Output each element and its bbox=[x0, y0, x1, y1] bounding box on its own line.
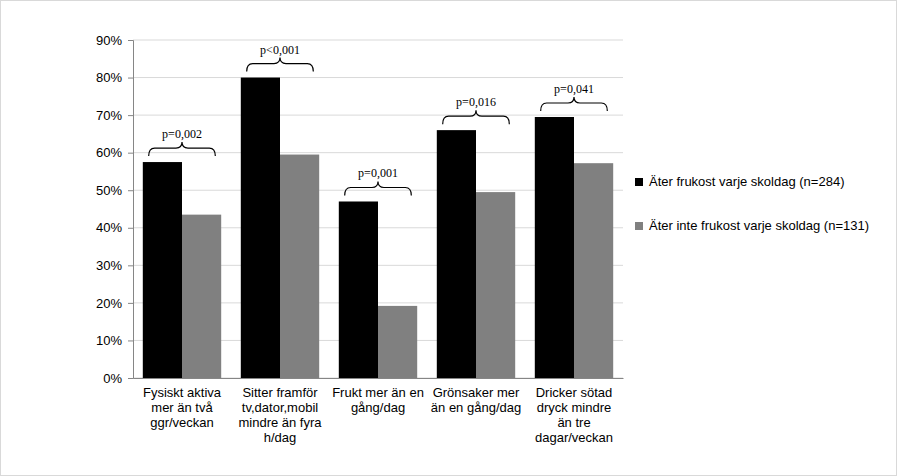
text-line: än en gång/dag bbox=[431, 400, 521, 415]
legend-item: Äter inte frukost varje skoldag (n=131) bbox=[635, 218, 869, 233]
legend-swatch bbox=[635, 222, 643, 230]
text-line: ggr/veckan bbox=[150, 415, 214, 430]
grid-line bbox=[133, 115, 623, 116]
text-line: mer än två bbox=[151, 400, 213, 415]
x-axis: Fysiskt aktivamer än tvåggr/veckan Sitter… bbox=[134, 379, 624, 446]
legend-label: Äter inte frukost varje skoldag (n=131) bbox=[649, 218, 869, 233]
bar bbox=[574, 163, 613, 378]
x-tick: Sitter framförtv,dator,mobilmindre än fy… bbox=[238, 385, 322, 445]
y-tick-mark bbox=[128, 228, 133, 229]
x-axis-line bbox=[134, 378, 624, 379]
y-tick-label: 0% bbox=[103, 371, 122, 386]
bar bbox=[378, 306, 417, 378]
bracket bbox=[541, 97, 608, 111]
x-tick-label: Dricker sötaddryck mindreän tredagar/vec… bbox=[535, 385, 613, 445]
y-tick-label: 10% bbox=[96, 333, 122, 348]
annotation: p=0,041 bbox=[554, 82, 594, 96]
bar bbox=[280, 155, 319, 378]
x-tick: Dricker sötaddryck mindreän tredagar/vec… bbox=[535, 385, 613, 445]
x-tick-label: Sitter framförtv,dator,mobilmindre än fy… bbox=[238, 385, 322, 445]
y-tick: 70% bbox=[96, 108, 133, 123]
frame bbox=[1, 1, 897, 476]
y-tick: 90% bbox=[96, 33, 133, 48]
y-tick-label: 30% bbox=[96, 258, 122, 273]
chart: 0% 10% 20% 30% 40% 50% 60% 70% 80% 90% Fysiskt akt… bbox=[0, 0, 897, 476]
y-tick: 40% bbox=[96, 220, 133, 235]
annotation: p=0,002 bbox=[162, 127, 202, 141]
text-line: Dricker sötad bbox=[536, 385, 613, 400]
bar bbox=[143, 162, 182, 378]
y-tick: 50% bbox=[96, 183, 133, 198]
y-tick-mark bbox=[128, 40, 133, 41]
plot: 0% 10% 20% 30% 40% 50% 60% 70% 80% 90% Fysiskt akt… bbox=[96, 33, 624, 445]
legend-label: Äter frukost varje skoldag (n=284) bbox=[649, 174, 844, 189]
x-tick: Fysiskt aktivamer än tvåggr/veckan bbox=[143, 385, 222, 430]
y-tick-mark bbox=[128, 190, 133, 191]
legend-swatch bbox=[635, 178, 643, 186]
bar bbox=[339, 201, 378, 378]
y-tick: 20% bbox=[96, 296, 133, 311]
y-axis-line bbox=[128, 41, 134, 379]
y-tick-mark bbox=[128, 340, 133, 341]
bar bbox=[535, 117, 574, 378]
y-tick-label: 40% bbox=[96, 220, 122, 235]
y-tick-label: 70% bbox=[96, 108, 122, 123]
y-tick-label: 60% bbox=[96, 145, 122, 160]
bar bbox=[437, 130, 476, 378]
y-tick-mark bbox=[128, 265, 133, 266]
y-axis: 0% 10% 20% 30% 40% 50% 60% 70% 80% 90% bbox=[96, 33, 134, 386]
y-tick-mark bbox=[128, 378, 133, 379]
y-tick-label: 50% bbox=[96, 183, 122, 198]
y-tick: 0% bbox=[103, 371, 133, 386]
legend-item: Äter frukost varje skoldag (n=284) bbox=[635, 174, 844, 189]
text-line: Grönsaker mer bbox=[433, 385, 520, 400]
y-tick: 10% bbox=[96, 333, 133, 348]
bar bbox=[476, 192, 515, 378]
bar bbox=[241, 78, 280, 378]
text-line: Sitter framför bbox=[242, 385, 318, 400]
annotation: p=0,001 bbox=[358, 166, 398, 180]
text-line: h/dag bbox=[264, 430, 297, 445]
y-tick-mark bbox=[128, 303, 133, 304]
y-tick-mark bbox=[128, 78, 133, 79]
legend: Äter frukost varje skoldag (n=284) Äter i… bbox=[635, 174, 869, 233]
text-line: Äter frukost varje skoldag (n=284) bbox=[649, 174, 844, 189]
y-tick-label: 20% bbox=[96, 296, 122, 311]
y-tick: 60% bbox=[96, 145, 133, 160]
y-tick: 30% bbox=[96, 258, 133, 273]
bracket bbox=[149, 142, 216, 156]
bars bbox=[143, 78, 613, 378]
y-tick-mark bbox=[128, 153, 133, 154]
x-tick-label: Frukt mer än engång/dag bbox=[332, 385, 424, 415]
y-tick-mark bbox=[128, 115, 133, 116]
text-line: gång/dag bbox=[351, 400, 405, 415]
grid-line bbox=[133, 77, 623, 78]
text-line: Äter inte frukost varje skoldag (n=131) bbox=[649, 218, 869, 233]
x-tick-label: Grönsaker merän en gång/dag bbox=[431, 385, 521, 415]
text-line: dagar/veckan bbox=[535, 430, 613, 445]
text-line: Fysiskt aktiva bbox=[143, 385, 222, 400]
annotation: p<0,001 bbox=[260, 43, 300, 57]
grid-line bbox=[133, 40, 623, 41]
text-line: mindre än fyra bbox=[238, 415, 322, 430]
grid bbox=[133, 40, 623, 378]
bracket bbox=[443, 110, 510, 124]
y-tick-label: 80% bbox=[96, 70, 122, 85]
bracket bbox=[345, 181, 412, 195]
x-tick: Frukt mer än engång/dag bbox=[332, 385, 424, 415]
text-line: Frukt mer än en bbox=[332, 385, 424, 400]
y-tick: 80% bbox=[96, 70, 133, 85]
x-tick-label: Fysiskt aktivamer än tvåggr/veckan bbox=[143, 385, 222, 430]
x-tick: Grönsaker merän en gång/dag bbox=[431, 385, 521, 415]
text-line: tv,dator,mobil bbox=[242, 400, 318, 415]
text-line: dryck mindre bbox=[537, 400, 611, 415]
annotation: p=0,016 bbox=[456, 95, 496, 109]
y-tick-label: 90% bbox=[96, 33, 122, 48]
bar bbox=[182, 215, 221, 378]
bracket bbox=[247, 58, 314, 72]
annotations: p=0,002 p<0,001 p=0,001 p=0,016 p=0,041 bbox=[149, 43, 608, 196]
text-line: än tre bbox=[557, 415, 590, 430]
